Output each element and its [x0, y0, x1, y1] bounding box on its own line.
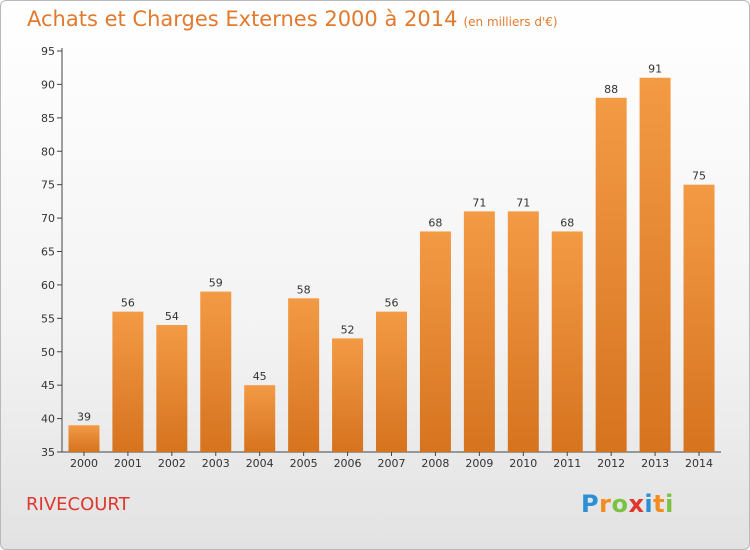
proxiti-logo: Proxiti [581, 490, 674, 518]
x-tick-label: 2011 [553, 457, 581, 470]
logo-letter: i [644, 490, 654, 518]
bar [639, 77, 671, 452]
x-tick-label: 2008 [421, 457, 449, 470]
chart-subtitle: (en milliers d'€) [463, 15, 558, 29]
data-label: 45 [253, 370, 267, 383]
logo-letter: x [628, 490, 645, 518]
x-axis: 2000 2001 2002 2003 2004 2005 2006 2007 2008 2009… [62, 451, 721, 470]
x-tick-label: 2013 [641, 457, 669, 470]
bar [595, 97, 627, 453]
data-labels: 39 56 54 59 45 58 52 56 68 71 71 68 88 91 75 [77, 63, 706, 424]
logo-letter: t [653, 490, 666, 518]
x-tick-label: 2001 [114, 457, 142, 470]
y-tick-label: 95 [41, 45, 55, 58]
place-name: RIVECOURT [26, 494, 130, 515]
x-tick-label: 2006 [334, 457, 362, 470]
x-tick-label: 2012 [597, 457, 625, 470]
y-tick-label: 55 [41, 312, 55, 325]
x-tick-label: 2002 [158, 457, 186, 470]
y-tick-label: 80 [41, 145, 55, 158]
chart-title-text: Achats et Charges Externes 2000 à 2014 [27, 7, 458, 31]
x-tick-label: 2009 [465, 457, 493, 470]
bar [332, 338, 364, 452]
x-tick-label: 2000 [70, 457, 98, 470]
bar [156, 325, 188, 452]
data-label: 71 [516, 196, 530, 209]
bar [200, 291, 232, 452]
bar [112, 311, 144, 452]
data-label: 91 [648, 63, 662, 76]
chart-title: Achats et Charges Externes 2000 à 2014 (e… [27, 7, 558, 31]
bar [288, 298, 320, 452]
logo-letter: o [611, 490, 629, 518]
y-tick-label: 35 [41, 446, 55, 459]
x-tick-label: 2010 [509, 457, 537, 470]
logo-letter: i [665, 490, 674, 518]
data-label: 75 [692, 170, 706, 183]
y-tick-label: 45 [41, 379, 55, 392]
y-tick-label: 50 [41, 346, 55, 359]
x-tick-label: 2005 [290, 457, 318, 470]
y-tick-label: 40 [41, 413, 55, 426]
bar [376, 311, 407, 452]
data-label: 56 [385, 297, 399, 310]
y-tick-label: 65 [41, 246, 55, 259]
bar [551, 231, 583, 452]
data-label: 56 [121, 297, 135, 310]
bar [244, 385, 276, 452]
bars [68, 77, 715, 453]
logo-letter: r [599, 490, 612, 518]
data-label: 52 [341, 323, 355, 336]
x-tick-label: 2004 [246, 457, 274, 470]
y-tick-label: 70 [41, 212, 55, 225]
x-tick-label: 2014 [685, 457, 713, 470]
x-tick-label: 2007 [378, 457, 406, 470]
data-label: 39 [77, 410, 91, 423]
bar [68, 425, 100, 452]
y-tick-label: 60 [41, 279, 55, 292]
x-tick-label: 2003 [202, 457, 230, 470]
bar [419, 231, 451, 452]
y-tick-label: 75 [41, 179, 55, 192]
y-tick-label: 85 [41, 112, 55, 125]
bar [507, 211, 539, 452]
data-label: 88 [604, 83, 618, 96]
data-label: 68 [428, 216, 442, 229]
y-axis: 35 40 45 50 55 60 65 70 75 80 85 90 95 [41, 45, 63, 459]
bar [683, 184, 715, 452]
data-label: 59 [209, 277, 223, 290]
y-tick-label: 90 [41, 78, 55, 91]
data-label: 58 [297, 283, 311, 296]
data-label: 54 [165, 310, 179, 323]
data-label: 68 [560, 216, 574, 229]
logo-letter: P [581, 490, 600, 518]
bar [463, 211, 495, 452]
data-label: 71 [472, 196, 486, 209]
